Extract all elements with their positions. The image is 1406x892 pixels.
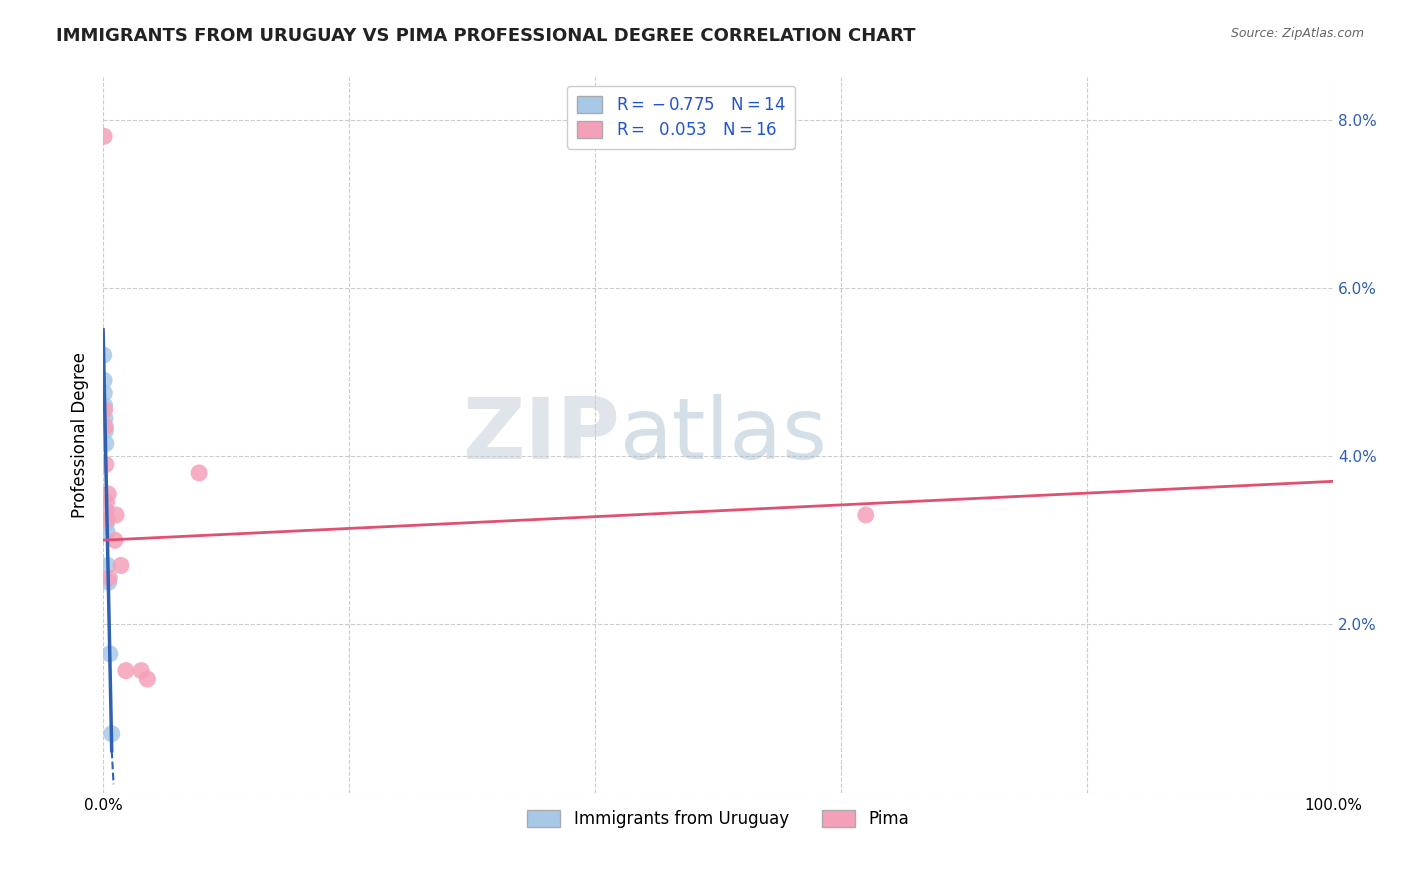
- Point: [188, 466, 211, 480]
- Point: [98, 647, 121, 661]
- Point: [93, 129, 115, 144]
- Point: [96, 524, 118, 539]
- Point: [94, 419, 117, 434]
- Point: [97, 487, 120, 501]
- Point: [96, 504, 118, 518]
- Point: [96, 512, 118, 526]
- Point: [94, 458, 117, 472]
- Point: [94, 424, 117, 438]
- Point: [93, 373, 115, 387]
- Point: [136, 672, 159, 686]
- Point: [93, 348, 115, 362]
- Legend: Immigrants from Uruguay, Pima: Immigrants from Uruguay, Pima: [520, 803, 917, 834]
- Text: Source: ZipAtlas.com: Source: ZipAtlas.com: [1230, 27, 1364, 40]
- Point: [115, 664, 138, 678]
- Point: [110, 558, 132, 573]
- Point: [97, 575, 120, 590]
- Point: [96, 516, 118, 531]
- Text: ZIP: ZIP: [463, 393, 620, 476]
- Point: [94, 436, 117, 450]
- Point: [855, 508, 877, 522]
- Y-axis label: Professional Degree: Professional Degree: [72, 352, 89, 518]
- Point: [100, 727, 122, 741]
- Point: [93, 386, 115, 401]
- Point: [93, 399, 115, 413]
- Text: IMMIGRANTS FROM URUGUAY VS PIMA PROFESSIONAL DEGREE CORRELATION CHART: IMMIGRANTS FROM URUGUAY VS PIMA PROFESSI…: [56, 27, 915, 45]
- Text: atlas: atlas: [620, 393, 828, 476]
- Point: [129, 664, 152, 678]
- Point: [104, 533, 127, 548]
- Point: [96, 495, 118, 509]
- Point: [97, 558, 120, 573]
- Point: [105, 508, 128, 522]
- Point: [94, 411, 117, 425]
- Point: [98, 571, 121, 585]
- Point: [93, 402, 115, 417]
